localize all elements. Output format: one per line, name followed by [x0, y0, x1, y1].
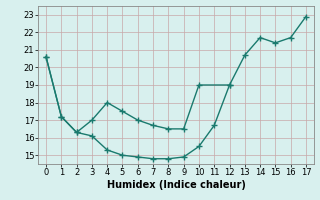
X-axis label: Humidex (Indice chaleur): Humidex (Indice chaleur)	[107, 180, 245, 190]
